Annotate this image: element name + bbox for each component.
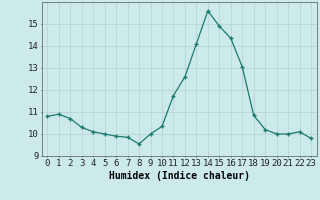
X-axis label: Humidex (Indice chaleur): Humidex (Indice chaleur) — [109, 171, 250, 181]
